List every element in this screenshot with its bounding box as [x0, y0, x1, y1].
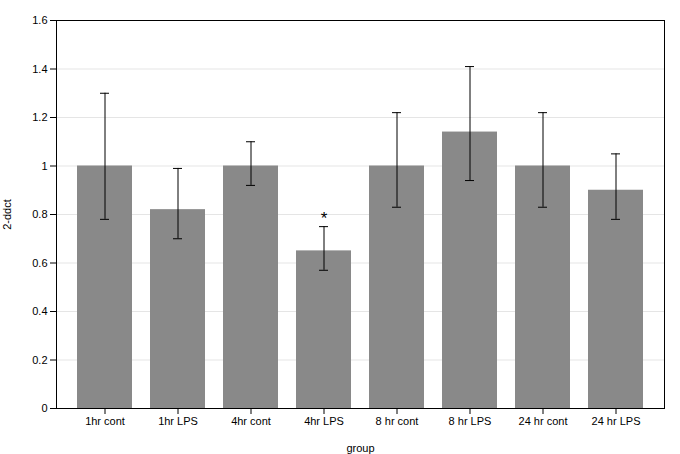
svg-text:1: 1	[41, 160, 47, 172]
svg-text:8 hr cont: 8 hr cont	[376, 415, 419, 427]
svg-text:0.2: 0.2	[32, 354, 47, 366]
svg-text:0: 0	[41, 402, 47, 414]
svg-text:24 hr cont: 24 hr cont	[519, 415, 568, 427]
svg-text:1.4: 1.4	[32, 63, 47, 75]
svg-text:24 hr LPS: 24 hr LPS	[592, 415, 641, 427]
svg-text:*: *	[321, 209, 328, 228]
svg-text:2-ddct: 2-ddct	[1, 199, 13, 230]
svg-text:0.8: 0.8	[32, 208, 47, 220]
svg-text:1.2: 1.2	[32, 111, 47, 123]
svg-text:0.6: 0.6	[32, 257, 47, 269]
svg-text:1hr cont: 1hr cont	[85, 415, 125, 427]
svg-text:8 hr LPS: 8 hr LPS	[449, 415, 492, 427]
svg-text:1.6: 1.6	[32, 14, 47, 26]
svg-text:0.4: 0.4	[32, 305, 47, 317]
svg-text:4hr cont: 4hr cont	[231, 415, 271, 427]
svg-text:group: group	[346, 442, 374, 454]
svg-text:4hr LPS: 4hr LPS	[304, 415, 344, 427]
svg-text:1hr LPS: 1hr LPS	[158, 415, 198, 427]
